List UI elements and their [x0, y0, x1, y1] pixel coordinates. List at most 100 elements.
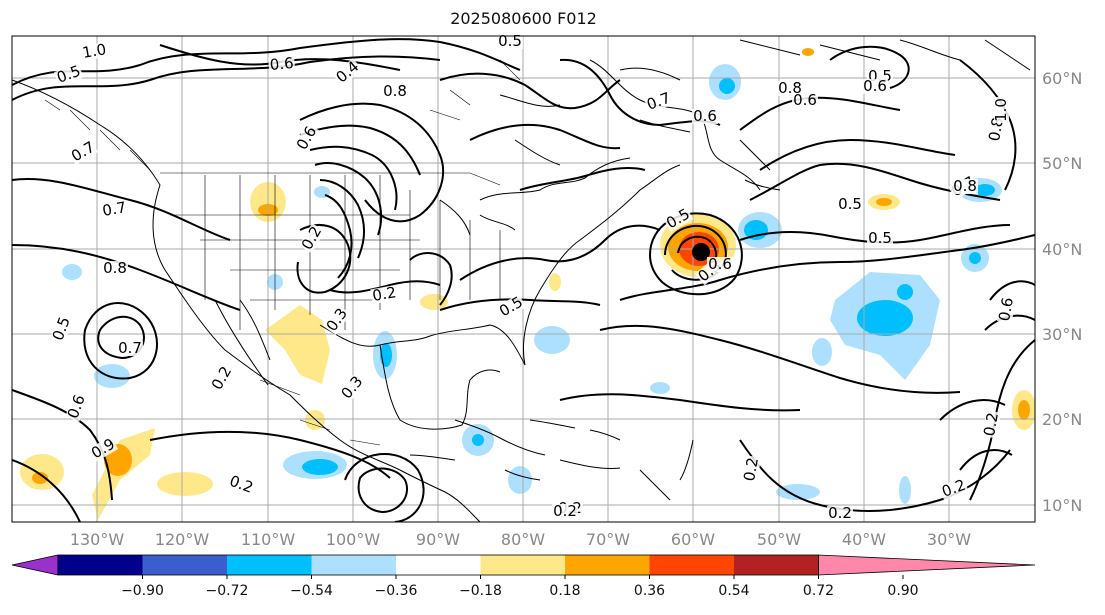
contour-label: 0.5: [497, 32, 523, 50]
contour-label: 0.6: [995, 295, 1017, 324]
svg-text:0.6: 0.6: [995, 296, 1017, 323]
svg-text:1.0: 1.0: [992, 98, 1010, 122]
latitude-label: 40°N: [1042, 240, 1082, 259]
svg-text:0.6: 0.6: [863, 77, 887, 95]
svg-text:0.5: 0.5: [498, 32, 522, 50]
contour-label: 0.6: [692, 107, 718, 125]
latitude-label: 60°N: [1042, 69, 1082, 88]
latitude-label: 20°N: [1042, 410, 1082, 429]
svg-text:1.0: 1.0: [81, 40, 108, 62]
svg-text:0.5: 0.5: [868, 229, 892, 247]
colorbar-extend-high: [818, 554, 1036, 576]
shade-patch: [1018, 400, 1030, 420]
contour-label: 1.0: [992, 97, 1010, 123]
shade-patch: [876, 198, 892, 206]
shade-patch: [899, 476, 911, 504]
colorbar-tick-label: 0.72: [803, 583, 834, 599]
coastlines: [12, 39, 1031, 522]
svg-text:0.8: 0.8: [953, 177, 977, 195]
longitude-label: 30°W: [927, 530, 971, 549]
longitude-label: 60°W: [671, 530, 715, 549]
shade-patch: [650, 382, 670, 394]
shade-patch: [472, 434, 484, 446]
shade-patch: [94, 364, 130, 388]
contour-lines: [12, 38, 1035, 522]
contour-label: 0.8: [382, 82, 408, 100]
map-frame: [11, 35, 1036, 523]
svg-text:0.8: 0.8: [383, 82, 407, 100]
colorbar-swatch: [565, 555, 650, 575]
cyclone-center-icon: [692, 243, 710, 261]
contour-label: 0.2: [370, 283, 399, 305]
colorbar-swatch: [58, 555, 143, 575]
longitude-label: 110°W: [241, 530, 296, 549]
shade-patch: [420, 294, 448, 310]
colorbar-swatch: [649, 555, 734, 575]
colorbar-tick-label: −0.90: [121, 583, 164, 599]
contour-label: 0.2: [827, 504, 853, 522]
shade-patch: [534, 326, 570, 354]
longitude-labels: 130°W 120°W 110°W 100°W 90°W 80°W 70°W 60°W 50°W…: [70, 530, 971, 549]
shade-patch: [802, 48, 814, 56]
colorbar-swatch: [227, 555, 312, 575]
svg-text:0.6: 0.6: [708, 255, 732, 273]
longitude-label: 100°W: [326, 530, 381, 549]
colorbar-swatch: [396, 555, 481, 575]
colorbar-tick-label: −0.36: [375, 583, 418, 599]
shade-patch: [62, 264, 82, 280]
colorbar-swatch: [311, 555, 396, 575]
latitude-label: 10°N: [1042, 496, 1082, 515]
contour-label: 0.6: [707, 255, 733, 273]
contour-label: 0.5: [837, 195, 863, 213]
map-title: 2025080600 F012: [450, 9, 597, 28]
svg-text:0.6: 0.6: [269, 54, 294, 74]
shade-patch: [719, 78, 735, 94]
contour-label: 0.8: [952, 177, 978, 195]
colorbar-tick-label: −0.54: [290, 583, 333, 599]
shade-patch: [157, 472, 213, 496]
contour-label: 0.7: [117, 339, 143, 357]
contour-label: 0.2: [980, 410, 1002, 439]
contour-label: 0.5: [867, 229, 893, 247]
longitude-label: 90°W: [416, 530, 460, 549]
svg-text:0.7: 0.7: [118, 339, 142, 357]
contour-label: 0.6: [862, 77, 888, 95]
colorbar-swatch: [734, 555, 819, 575]
shade-patch: [812, 338, 832, 366]
colorbar-tick-label: 0.36: [634, 583, 665, 599]
latitude-label: 50°N: [1042, 154, 1082, 173]
contour-label: 1.0: [80, 40, 109, 62]
colorbar-tick-label: 0.90: [887, 583, 918, 599]
shade-patch: [302, 459, 338, 475]
longitude-label: 130°W: [70, 530, 125, 549]
shade-patch: [857, 300, 913, 336]
shade-patch: [549, 273, 561, 291]
shade-patch: [20, 454, 64, 490]
longitude-label: 40°W: [842, 530, 886, 549]
svg-text:0.7: 0.7: [101, 198, 128, 220]
colorbar-tick-label: 0.18: [549, 583, 580, 599]
colorbar-tick-label: 0.54: [718, 583, 749, 599]
contour-label: 0.2: [740, 455, 762, 484]
shade-patch: [975, 184, 995, 196]
svg-text:0.6: 0.6: [693, 107, 717, 125]
svg-text:0.2: 0.2: [553, 502, 577, 520]
shade-patch: [969, 252, 981, 264]
longitude-label: 120°W: [155, 530, 210, 549]
svg-text:0.5: 0.5: [838, 195, 862, 213]
colorbar: −0.90 −0.72 −0.54 −0.36 −0.18 0.18 0.36 0.54 0.7…: [11, 554, 1036, 599]
svg-text:0.6: 0.6: [793, 91, 817, 109]
contour-label: 0.8: [102, 259, 128, 277]
contour-label: 0.6: [792, 91, 818, 109]
colorbar-swatch: [480, 555, 565, 575]
contour-label: 0.6: [268, 54, 296, 74]
shade-patch: [508, 466, 532, 494]
contour-label: 0.8: [777, 79, 803, 97]
svg-text:0.8: 0.8: [778, 79, 802, 97]
latitude-label: 30°N: [1042, 325, 1082, 344]
svg-text:0.2: 0.2: [980, 411, 1002, 438]
graticule: [12, 36, 1035, 522]
longitude-label: 80°W: [501, 530, 545, 549]
colorbar-tick-label: −0.18: [459, 583, 502, 599]
political-borders: [44, 59, 521, 446]
